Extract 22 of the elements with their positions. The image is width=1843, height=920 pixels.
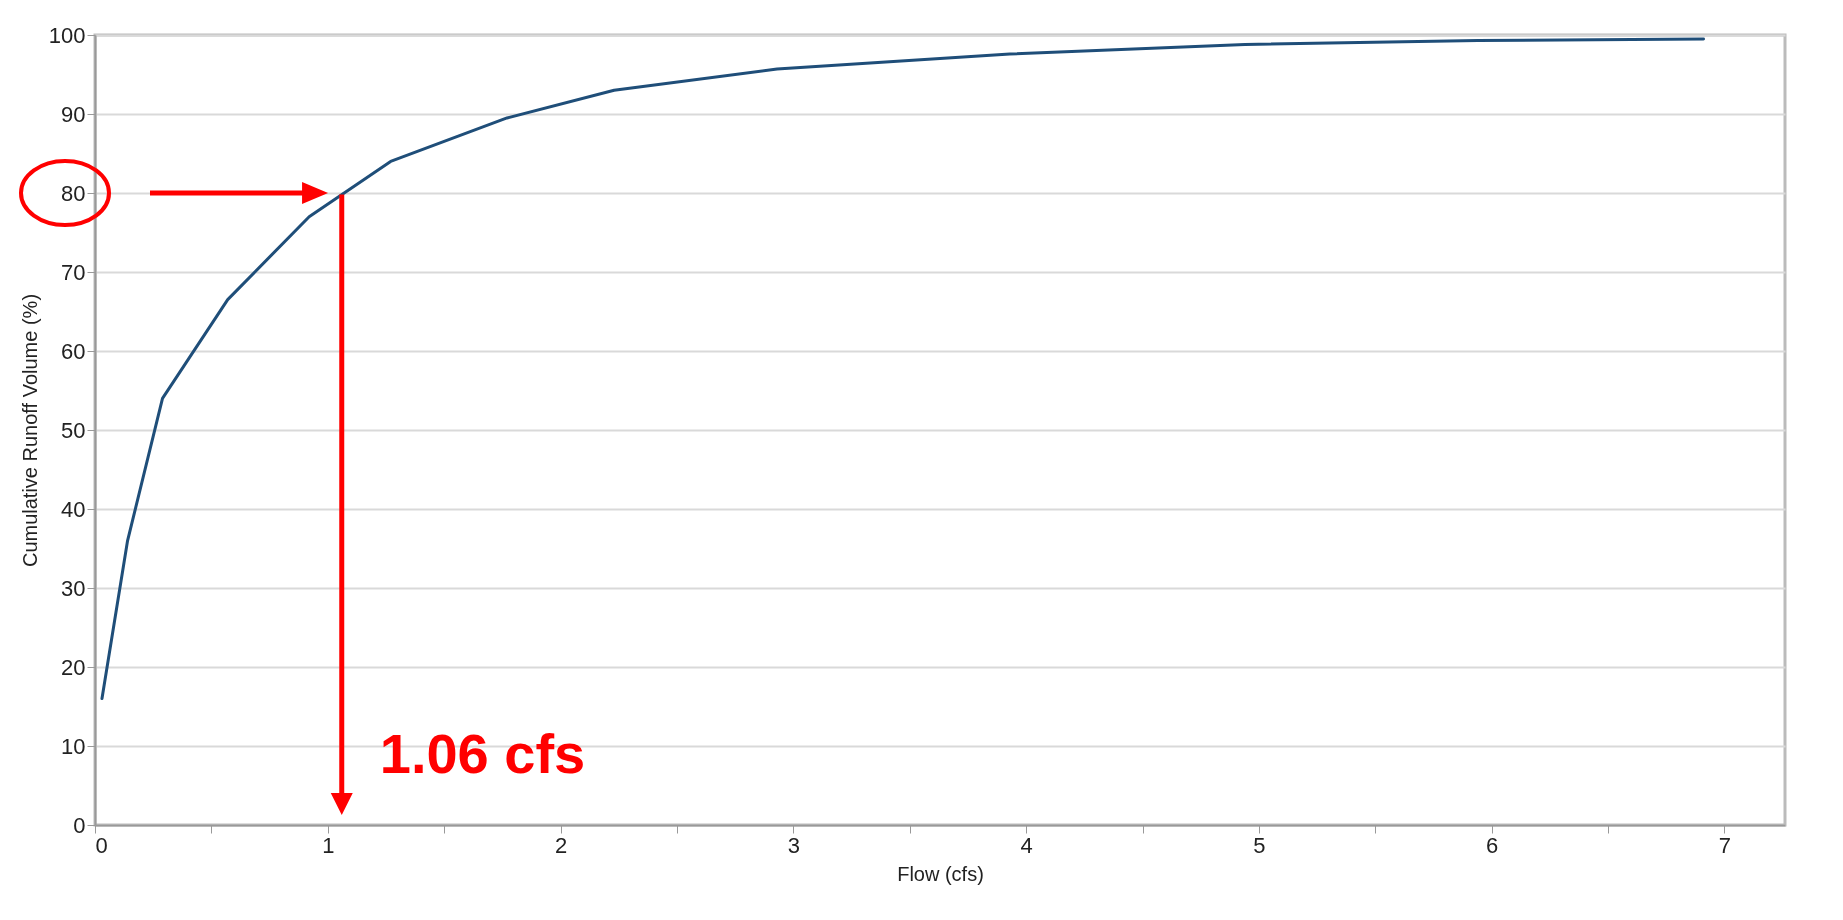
- x-tick-label: 6: [1486, 832, 1499, 858]
- y-tick-label: 0: [73, 812, 86, 838]
- x-tick-label: 2: [554, 832, 568, 858]
- x-tick-label: 4: [1020, 832, 1033, 858]
- y-tick-label: 20: [61, 654, 86, 680]
- y-tick-label: 100: [48, 22, 86, 48]
- y-tick-label: 50: [61, 417, 86, 443]
- y-tick-label: 70: [61, 259, 86, 285]
- y-tick-label: 30: [61, 575, 86, 601]
- x-axis-title: Flow (cfs): [897, 862, 984, 885]
- y-tick-label: 90: [61, 101, 86, 127]
- x-tick-label: 1: [322, 832, 335, 858]
- y-axis-title: Cumulative Runoff Volume (%): [18, 293, 41, 568]
- y-tick-label: 60: [61, 338, 86, 364]
- x-tick-label: 0: [95, 832, 108, 858]
- x-tick-label: 3: [787, 832, 800, 858]
- y-tick-label: 40: [61, 496, 86, 522]
- x-tick-label: 5: [1253, 832, 1266, 858]
- ref-line-label: 1.06 cfs: [379, 722, 586, 785]
- y-tick-label: 10: [61, 733, 86, 759]
- y-tick-label: 80: [61, 180, 86, 206]
- x-tick-label: 7: [1718, 832, 1732, 858]
